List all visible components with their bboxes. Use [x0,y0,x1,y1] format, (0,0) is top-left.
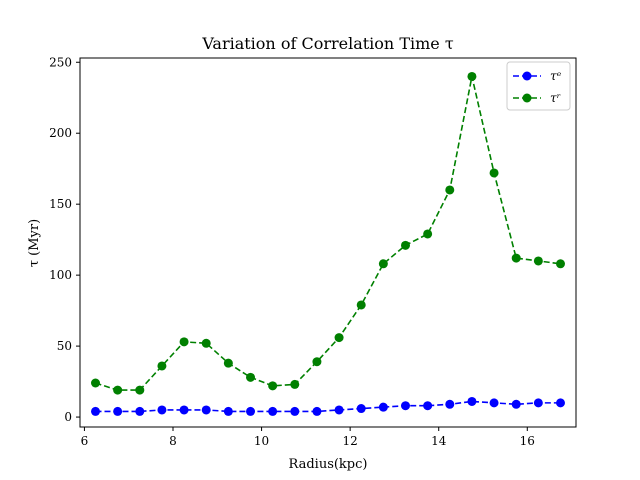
legend-marker [522,71,532,81]
data-point [113,406,123,416]
data-point [467,71,477,81]
data-point [445,399,455,409]
data-point [113,385,123,395]
x-axis: 6 8 10 12 14 16 [81,427,535,448]
y-tick-label: 50 [57,339,72,353]
data-point [246,406,255,416]
x-tick-label: 8 [169,434,177,448]
data-point [445,185,455,195]
data-point [378,402,388,412]
data-point [157,361,167,371]
data-point [290,406,300,416]
data-point [312,406,322,416]
data-point [179,405,189,415]
data-point [201,405,211,415]
y-axis-label: τ (Myr) [27,219,42,267]
data-point [467,396,477,406]
legend-marker [522,93,532,103]
plot-frame [79,57,577,428]
chart-title: Variation of Correlation Time τ [201,34,454,53]
data-point [246,372,255,382]
data-point [312,357,322,367]
data-point [268,381,278,391]
data-point [556,259,565,269]
data-point [91,378,100,388]
series-2 [91,71,565,395]
y-axis: 0 50 100 150 200 250 [49,55,80,424]
data-point [489,168,499,178]
data-point [135,406,145,416]
y-tick-label: 200 [49,126,72,140]
data-point [91,406,100,416]
series-line [95,400,561,413]
data-point [378,259,388,269]
x-tick-label: 12 [343,434,358,448]
data-point [201,338,211,348]
data-point [223,358,233,368]
legend-label: τʳ [550,91,561,105]
data-point [135,385,145,395]
data-point [334,405,344,415]
legend-item: τʳ [513,91,561,105]
y-tick-label: 150 [49,197,72,211]
data-point [511,253,521,263]
x-tick-label: 10 [254,434,269,448]
x-tick-label: 14 [431,434,447,448]
legend: τᵉ τʳ [506,61,571,111]
data-point [179,337,189,347]
series-layer [91,71,565,416]
data-point [423,401,433,411]
data-point [423,229,433,239]
y-tick-label: 250 [49,55,72,69]
data-point [511,399,521,409]
data-point [157,405,167,415]
data-point [356,300,366,310]
data-point [401,401,410,411]
legend-item: τᵉ [513,69,562,83]
data-point [334,333,344,343]
data-point [356,404,366,414]
data-point [223,406,233,416]
series-line [95,76,561,391]
data-point [556,398,565,408]
legend-label: τᵉ [550,69,562,83]
data-point [533,256,543,266]
data-point [401,240,410,250]
x-tick-label: 16 [520,434,535,448]
data-point [489,398,499,408]
x-axis-label: Radius(kpc) [289,457,368,472]
series-1 [91,396,565,416]
x-tick-label: 6 [81,434,89,448]
data-point [533,398,543,408]
data-point [268,406,278,416]
y-tick-label: 100 [49,268,72,282]
y-tick-label: 0 [64,410,72,424]
data-point [290,379,300,389]
